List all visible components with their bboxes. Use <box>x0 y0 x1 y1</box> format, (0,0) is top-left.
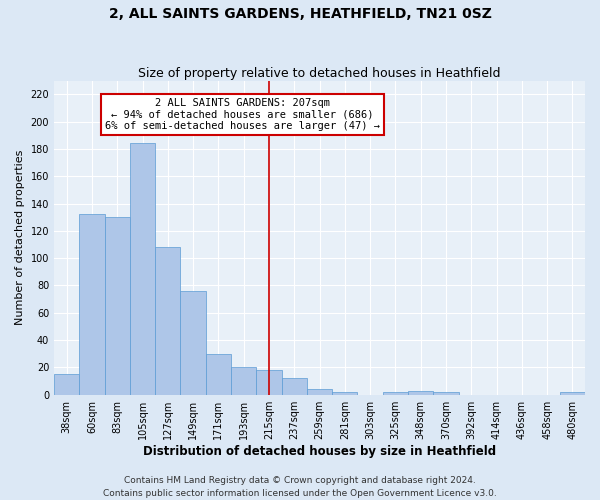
Bar <box>181 291 206 395</box>
Bar <box>130 144 155 394</box>
Text: Contains HM Land Registry data © Crown copyright and database right 2024.
Contai: Contains HM Land Registry data © Crown c… <box>103 476 497 498</box>
Y-axis label: Number of detached properties: Number of detached properties <box>15 150 25 326</box>
Bar <box>79 214 104 394</box>
Bar <box>206 354 231 395</box>
Text: 2 ALL SAINTS GARDENS: 207sqm
← 94% of detached houses are smaller (686)
6% of se: 2 ALL SAINTS GARDENS: 207sqm ← 94% of de… <box>105 98 380 131</box>
Bar <box>104 217 130 394</box>
Bar <box>560 392 585 394</box>
Bar <box>332 392 358 394</box>
Text: 2, ALL SAINTS GARDENS, HEATHFIELD, TN21 0SZ: 2, ALL SAINTS GARDENS, HEATHFIELD, TN21 … <box>109 8 491 22</box>
Bar <box>231 368 256 394</box>
Bar <box>155 247 181 394</box>
Bar <box>433 392 458 394</box>
Bar <box>383 392 408 394</box>
Bar <box>256 370 281 394</box>
Bar <box>54 374 79 394</box>
X-axis label: Distribution of detached houses by size in Heathfield: Distribution of detached houses by size … <box>143 444 496 458</box>
Bar <box>281 378 307 394</box>
Title: Size of property relative to detached houses in Heathfield: Size of property relative to detached ho… <box>138 66 501 80</box>
Bar <box>408 390 433 394</box>
Bar <box>307 389 332 394</box>
